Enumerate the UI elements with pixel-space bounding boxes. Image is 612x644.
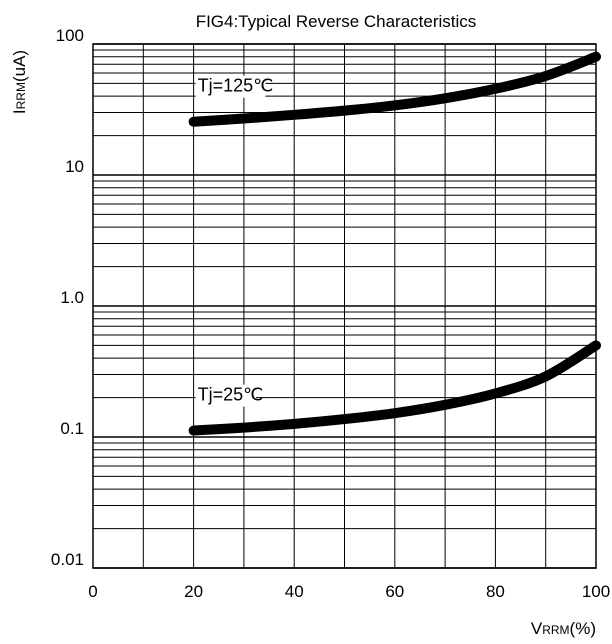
x-tick-label: 40 <box>285 582 304 601</box>
x-tick-label: 100 <box>582 582 610 601</box>
x-axis-label-main: V <box>531 619 543 638</box>
series-label-background <box>195 384 256 407</box>
chart-title: FIG4:Typical Reverse Characteristics <box>196 12 477 31</box>
y-tick-label: 1.0 <box>60 288 84 307</box>
grid <box>92 43 597 569</box>
x-axis-label-unit: (%) <box>570 619 596 638</box>
y-tick-label: 100 <box>56 26 84 45</box>
series-line-tj125 <box>188 51 601 127</box>
labels: FIG4:Typical Reverse Characteristics IRR… <box>10 12 610 638</box>
y-tick-label: 0.1 <box>60 419 84 438</box>
y-tick-label: 10 <box>65 157 84 176</box>
series-label-background <box>195 75 266 98</box>
plot-frame <box>92 43 597 569</box>
series-layer: Tj=125℃ Tj=25℃ <box>188 51 601 436</box>
y-tick-label: 0.01 <box>51 550 84 569</box>
y-axis-label-main: I <box>10 109 29 114</box>
x-tick-label: 80 <box>486 582 505 601</box>
series-label: Tj=25℃ <box>198 385 264 405</box>
series-line-tj25 <box>188 340 601 436</box>
x-axis-label-sub: RRM <box>542 623 569 637</box>
x-tick-label: 20 <box>184 582 203 601</box>
y-axis-label-unit: (uA) <box>10 50 29 82</box>
y-axis-label: IRRM(uA) <box>10 50 29 114</box>
x-tick-label: 0 <box>88 582 97 601</box>
series-label: Tj=125℃ <box>198 76 274 96</box>
y-axis-label-sub: RRM <box>14 82 28 109</box>
x-axis-label: VRRM(%) <box>531 619 596 638</box>
x-tick-label: 60 <box>385 582 404 601</box>
